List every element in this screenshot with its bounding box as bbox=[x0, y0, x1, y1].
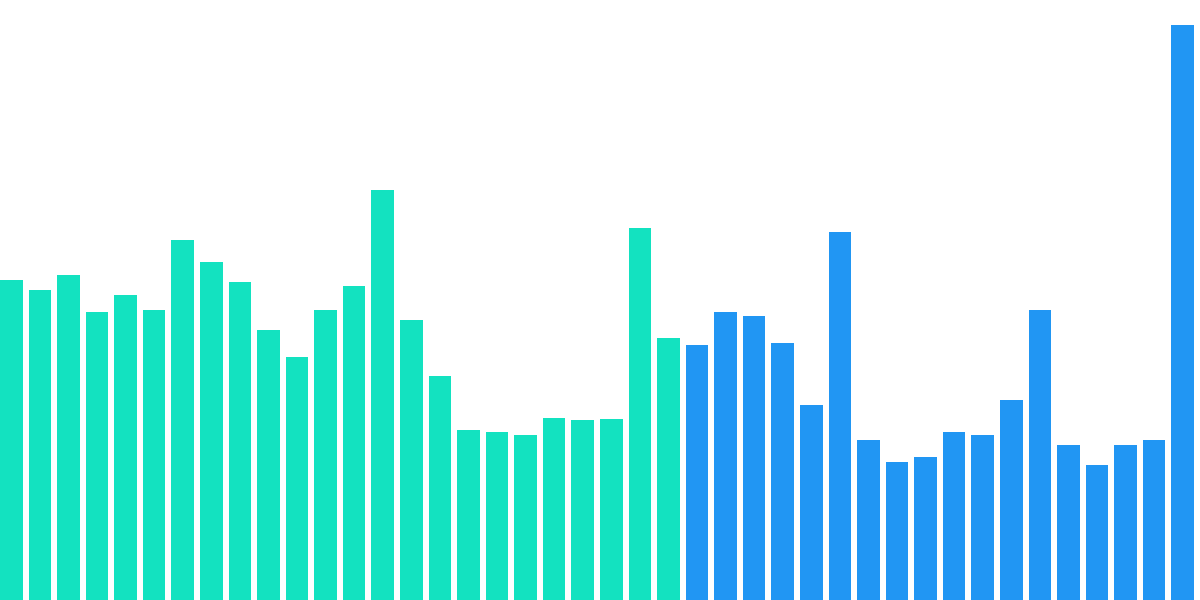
bar-blue-9 bbox=[943, 432, 966, 600]
bar-teal-8 bbox=[229, 282, 252, 600]
bar-teal-13 bbox=[371, 190, 394, 600]
bar-blue-5 bbox=[829, 232, 852, 600]
bar-blue-16 bbox=[1143, 440, 1166, 600]
bar-teal-6 bbox=[171, 240, 194, 600]
bar-teal-21 bbox=[600, 419, 623, 600]
bar-blue-4 bbox=[800, 405, 823, 600]
bar-teal-12 bbox=[343, 286, 366, 600]
bar-teal-0 bbox=[0, 280, 23, 600]
bar-teal-14 bbox=[400, 320, 423, 600]
bar-blue-17 bbox=[1171, 25, 1194, 600]
bar-blue-0 bbox=[686, 345, 709, 600]
bar-teal-9 bbox=[257, 330, 280, 600]
bar-blue-3 bbox=[771, 343, 794, 600]
bar-chart bbox=[0, 0, 1200, 600]
bar-teal-3 bbox=[86, 312, 109, 600]
bar-teal-1 bbox=[29, 290, 52, 600]
bar-blue-15 bbox=[1114, 445, 1137, 600]
bar-teal-10 bbox=[286, 357, 309, 600]
bar-blue-12 bbox=[1029, 310, 1052, 600]
bar-teal-4 bbox=[114, 295, 137, 600]
bar-blue-14 bbox=[1086, 465, 1109, 600]
bar-teal-22 bbox=[629, 228, 652, 600]
bar-blue-10 bbox=[971, 435, 994, 600]
bar-blue-2 bbox=[743, 316, 766, 600]
bar-teal-16 bbox=[457, 430, 480, 600]
bar-teal-2 bbox=[57, 275, 80, 600]
bar-teal-19 bbox=[543, 418, 566, 600]
bar-teal-7 bbox=[200, 262, 223, 600]
bar-teal-15 bbox=[429, 376, 452, 600]
bar-teal-18 bbox=[514, 435, 537, 600]
bar-blue-8 bbox=[914, 457, 937, 600]
bar-teal-17 bbox=[486, 432, 509, 600]
bar-teal-20 bbox=[571, 420, 594, 600]
bar-blue-1 bbox=[714, 312, 737, 600]
bar-teal-23 bbox=[657, 338, 680, 600]
bar-blue-11 bbox=[1000, 400, 1023, 600]
bar-blue-7 bbox=[886, 462, 909, 600]
bar-blue-13 bbox=[1057, 445, 1080, 600]
bar-blue-6 bbox=[857, 440, 880, 600]
bar-teal-11 bbox=[314, 310, 337, 600]
bar-teal-5 bbox=[143, 310, 166, 600]
